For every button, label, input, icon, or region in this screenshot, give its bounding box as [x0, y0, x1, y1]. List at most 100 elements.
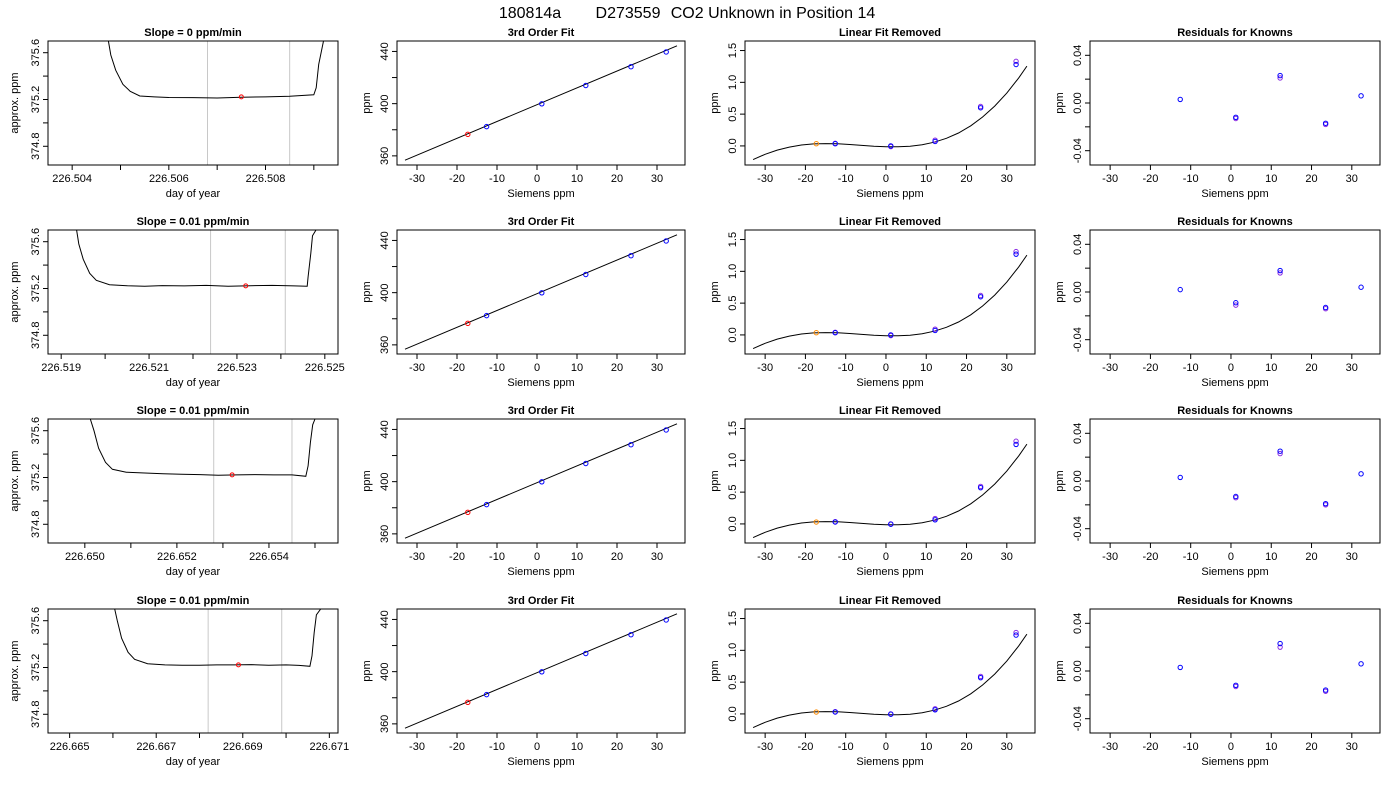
- y-axis-label: ppm: [709, 660, 721, 681]
- residual-point-alt: [1277, 644, 1283, 650]
- y-tick-label: 360: [379, 715, 391, 733]
- x-tick-label: 20: [1305, 362, 1317, 374]
- x-tick-label: -30: [1102, 741, 1118, 753]
- x-tick-label: 0: [534, 551, 540, 563]
- known-point: [977, 484, 984, 491]
- panel-title: 3rd Order Fit: [508, 405, 575, 417]
- panel-grid: Slope = 0 ppm/min 226.504 226.506 226.508 37…: [9, 27, 1381, 768]
- ppm-trace-line: [107, 41, 324, 99]
- y-tick-label: 0.00: [1072, 660, 1084, 681]
- x-tick-label: 10: [920, 362, 932, 374]
- x-tick-label: -10: [489, 741, 505, 753]
- y-tick-label: 440: [379, 610, 391, 628]
- panel-title: Linear Fit Removed: [839, 216, 941, 228]
- known-point: [483, 691, 490, 698]
- y-tick-label: 1.5: [727, 611, 739, 626]
- x-tick-label: -10: [1183, 173, 1199, 185]
- x-tick-label: 10: [920, 551, 932, 563]
- known-point-alt: [1013, 248, 1019, 255]
- known-point: [483, 501, 490, 508]
- figure-title-run: 180814a: [499, 5, 561, 22]
- y-tick-label: 0.5: [727, 106, 739, 121]
- y-tick-label: 0.04: [1072, 45, 1084, 66]
- y-tick-label: 374.8: [30, 511, 42, 539]
- known-point: [932, 327, 938, 334]
- known-point: [663, 427, 669, 433]
- plot-area: [1177, 640, 1364, 694]
- y-tick-label: 1.5: [727, 43, 739, 58]
- x-tick-label: -10: [1183, 741, 1199, 753]
- plot-frame: [47, 229, 339, 355]
- cubic-residual-curve: [752, 65, 1028, 161]
- residual-point: [1233, 114, 1239, 121]
- unknown-point: [813, 329, 819, 336]
- plot-frame: [1089, 608, 1381, 734]
- panel-r1-c4: Residuals for Knowns -30 -20 -10 0 10 20 30 -0.0…: [1054, 27, 1381, 200]
- x-axis-label: Siemens ppm: [1201, 756, 1268, 768]
- known-point: [628, 253, 634, 259]
- unknown-point: [465, 509, 471, 516]
- residual-point: [1358, 93, 1364, 99]
- y-tick-label: -0.04: [1072, 706, 1084, 731]
- x-tick-label: 30: [1346, 173, 1358, 185]
- plot-area: [114, 609, 322, 733]
- x-tick-label: -10: [489, 551, 505, 563]
- y-tick-label: 0.00: [1072, 92, 1084, 113]
- plot-area: [89, 419, 316, 543]
- residual-point-alt: [1277, 270, 1283, 276]
- y-tick-label: 0.04: [1072, 613, 1084, 634]
- residual-point: [1358, 471, 1364, 477]
- residual-point: [1358, 284, 1364, 290]
- known-point: [483, 123, 490, 130]
- known-point: [628, 64, 634, 70]
- y-tick-label: 440: [379, 231, 391, 249]
- y-tick-label: -0.04: [1072, 516, 1084, 541]
- known-point: [977, 674, 984, 681]
- x-tick-label: 20: [611, 741, 623, 753]
- x-tick-label: 0: [883, 173, 889, 185]
- x-tick-label: 0: [883, 362, 889, 374]
- y-tick-label: 360: [379, 147, 391, 165]
- x-tick-label: 10: [1265, 741, 1277, 753]
- residual-point: [1322, 304, 1329, 311]
- known-point: [583, 82, 589, 89]
- y-axis-label: ppm: [1054, 92, 1066, 113]
- y-axis-label: ppm: [361, 92, 373, 113]
- x-axis-label: day of year: [166, 756, 221, 768]
- panel-title: Slope = 0.01 ppm/min: [137, 595, 250, 607]
- panel-title: Slope = 0.01 ppm/min: [137, 405, 250, 417]
- x-axis-label: Siemens ppm: [1201, 566, 1268, 578]
- residual-point-alt: [1277, 75, 1283, 81]
- y-axis-label: approx. ppm: [9, 261, 21, 322]
- unknown-point: [813, 140, 819, 147]
- x-tick-label: -30: [409, 741, 425, 753]
- plot-area: [404, 45, 678, 161]
- residual-point-alt: [1233, 302, 1239, 308]
- unknown-mean-point: [235, 662, 241, 668]
- unknown-point: [813, 709, 819, 715]
- known-point: [888, 143, 894, 149]
- x-tick-label: -10: [1183, 551, 1199, 563]
- known-point: [663, 49, 669, 55]
- x-tick-label: -30: [409, 551, 425, 563]
- x-tick-label: -20: [1142, 173, 1158, 185]
- known-point: [1013, 61, 1019, 68]
- y-tick-label: 375.6: [30, 607, 42, 635]
- x-axis-label: day of year: [166, 188, 221, 200]
- y-tick-label: 1.0: [727, 643, 739, 658]
- residual-point-alt: [1277, 450, 1283, 457]
- known-point: [583, 650, 589, 657]
- x-tick-label: 0: [1228, 551, 1234, 563]
- x-tick-label: 226.523: [217, 362, 257, 374]
- y-tick-label: -0.04: [1072, 138, 1084, 163]
- y-axis-label: ppm: [709, 281, 721, 302]
- plot-area: [404, 234, 678, 350]
- y-tick-label: 1.5: [727, 232, 739, 247]
- panel-r4-c3: Linear Fit Removed -30 -20 -10 0 10 20 30 0.0 0.5…: [709, 595, 1036, 768]
- x-tick-label: 0: [534, 362, 540, 374]
- x-tick-label: 226.506: [149, 173, 189, 185]
- figure-title-tank: D273559: [596, 5, 661, 22]
- x-tick-label: 226.519: [41, 362, 81, 374]
- plot-area: [1177, 72, 1364, 128]
- residual-point: [1233, 493, 1239, 500]
